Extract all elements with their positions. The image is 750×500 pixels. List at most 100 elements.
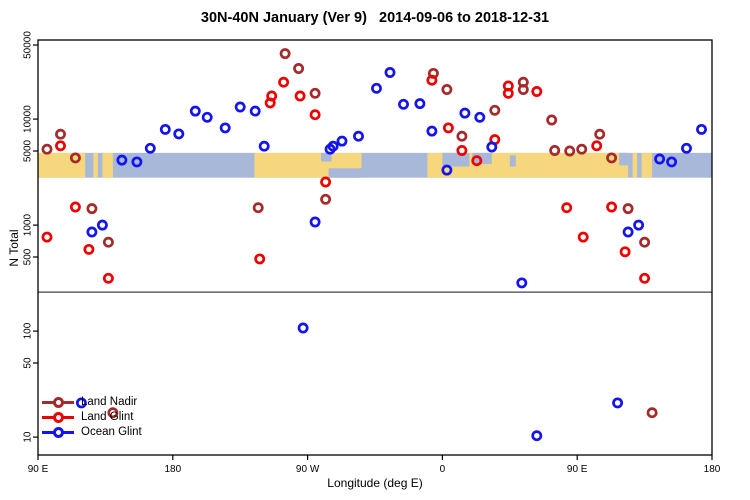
- map-water-patch: [509, 155, 516, 167]
- data-point-ocean-glint: [384, 67, 396, 78]
- data-point-ocean-glint: [201, 111, 213, 123]
- data-point-ocean-glint: [327, 140, 339, 152]
- map-land-segment: [102, 152, 113, 178]
- data-point-ocean-glint: [612, 397, 624, 409]
- data-point-land-glint: [639, 272, 651, 284]
- data-point-land-nadir: [55, 128, 66, 140]
- data-point-land-glint: [591, 140, 603, 152]
- data-point-land-nadir: [456, 130, 468, 142]
- data-point-land-glint: [294, 90, 306, 102]
- data-point-land-glint: [442, 122, 454, 134]
- data-point-land-nadir: [639, 236, 651, 248]
- data-point-land-glint: [102, 272, 114, 284]
- data-point-land-glint: [83, 243, 95, 255]
- y-tick-label: 50: [23, 357, 34, 369]
- data-point-land-glint: [531, 86, 543, 97]
- data-point-land-glint: [320, 176, 332, 188]
- legend-item-ocean-glint: Ocean Glint: [42, 425, 142, 440]
- data-point-land-glint: [254, 253, 266, 265]
- y-tick-label: 100: [23, 322, 34, 339]
- data-point-ocean-glint: [234, 101, 246, 113]
- data-point-land-glint: [69, 201, 81, 213]
- data-point-ocean-glint: [622, 226, 634, 238]
- data-point-land-nadir: [576, 143, 588, 155]
- data-point-land-glint: [426, 74, 438, 86]
- data-point-ocean-glint: [371, 82, 382, 94]
- data-point-ocean-glint: [474, 111, 486, 123]
- map-land-segment: [93, 152, 98, 178]
- data-point-ocean-glint: [441, 164, 453, 176]
- data-point-ocean-glint: [249, 105, 261, 117]
- ocean-glint-marker-icon: [42, 427, 74, 438]
- data-point-land-nadir: [293, 63, 305, 74]
- data-point-land-nadir: [309, 87, 321, 99]
- data-point-ocean-glint: [666, 156, 678, 168]
- data-point-ocean-glint: [696, 123, 707, 135]
- data-point-land-nadir: [252, 202, 264, 214]
- data-point-ocean-glint: [459, 107, 471, 119]
- data-point-land-nadir: [86, 203, 98, 215]
- data-point-land-glint: [266, 90, 278, 102]
- chart-title: 30N-40N January (Ver 9) 2014-09-06 to 20…: [200, 10, 550, 26]
- data-point-ocean-glint: [414, 98, 426, 110]
- x-tick-label: 180: [164, 464, 181, 475]
- data-point-land-nadir: [279, 48, 291, 60]
- data-point-land-nadir: [107, 407, 119, 419]
- data-point-ocean-glint: [486, 141, 498, 153]
- data-point-ocean-glint: [297, 322, 309, 334]
- data-point-land-nadir: [69, 152, 81, 164]
- data-point-ocean-glint: [426, 125, 438, 137]
- data-point-ocean-glint: [681, 142, 692, 154]
- data-point-ocean-glint: [353, 130, 364, 142]
- x-tick-label: 180: [704, 464, 721, 475]
- y-tick-label: 500: [23, 248, 34, 265]
- legend-label: Ocean Glint: [81, 426, 142, 438]
- data-point-land-nadir: [102, 236, 114, 248]
- plot-frame: [37, 39, 713, 456]
- data-point-land-nadir: [622, 203, 634, 215]
- data-point-land-glint: [502, 87, 514, 99]
- data-point-land-glint: [456, 145, 468, 156]
- map-water-patch: [328, 168, 362, 178]
- legend-label: Land Nadir: [81, 396, 138, 408]
- data-point-land-nadir: [549, 145, 561, 156]
- legend-item-land-glint: Land Glint: [42, 410, 142, 425]
- y-tick-label: 10000: [23, 105, 34, 133]
- data-point-land-nadir: [546, 114, 558, 126]
- data-point-land-glint: [278, 76, 290, 88]
- y-tick-label: 10: [23, 431, 34, 443]
- data-point-ocean-glint: [336, 135, 348, 147]
- data-point-land-nadir: [441, 84, 453, 95]
- data-point-ocean-glint: [189, 105, 201, 117]
- data-point-land-glint: [606, 201, 618, 213]
- data-point-ocean-glint: [258, 140, 270, 152]
- data-point-land-nadir: [646, 407, 658, 419]
- map-land-segment: [38, 152, 86, 178]
- map-water-patch: [321, 152, 332, 162]
- map-land-segment: [632, 152, 638, 178]
- map-land-segment: [641, 152, 653, 178]
- data-point-land-glint: [55, 140, 66, 152]
- data-point-land-nadir: [41, 143, 53, 155]
- data-point-ocean-glint: [309, 216, 321, 228]
- x-tick-label: 90 W: [296, 464, 320, 475]
- data-point-land-glint: [471, 155, 483, 167]
- data-point-land-nadir: [489, 104, 501, 116]
- data-point-ocean-glint: [516, 277, 528, 289]
- x-tick-label: 0: [440, 464, 446, 475]
- data-point-land-nadir: [564, 145, 576, 157]
- data-point-land-glint: [619, 246, 631, 258]
- data-point-land-glint: [561, 202, 573, 214]
- x-axis-title: Longitude (deg E): [327, 476, 423, 490]
- data-point-ocean-glint: [75, 397, 87, 409]
- land-nadir-marker-icon: [42, 397, 74, 408]
- data-point-ocean-glint: [398, 98, 409, 110]
- data-point-land-glint: [577, 231, 589, 243]
- data-point-land-nadir: [594, 128, 606, 140]
- data-point-ocean-glint: [131, 156, 143, 168]
- data-point-land-nadir: [320, 193, 332, 205]
- legend-item-land-nadir: Land Nadir: [42, 395, 142, 410]
- data-point-ocean-glint: [159, 123, 171, 135]
